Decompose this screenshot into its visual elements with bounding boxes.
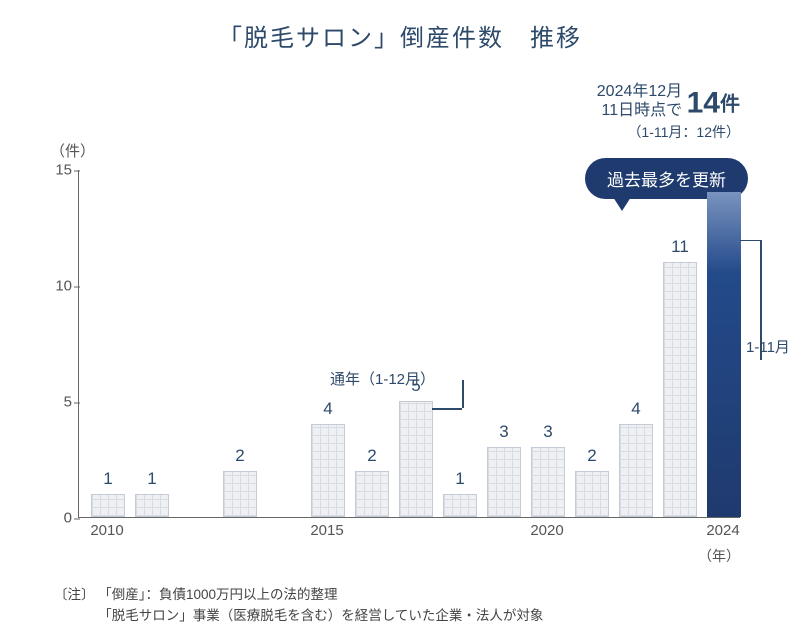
lead-line — [432, 408, 462, 410]
bar: 3 — [487, 447, 521, 517]
bar: 11 — [663, 262, 697, 517]
x-tick: 2020 — [530, 522, 563, 539]
bar-value-label: 2 — [367, 446, 376, 466]
chart-area: 1124251332411 051015 2010201520202024 （年… — [78, 170, 740, 550]
note-prefix: 〔注〕 — [54, 587, 95, 602]
plot-area: 1124251332411 — [78, 170, 740, 518]
y-axis-unit: （件） — [50, 140, 95, 161]
bar-value-label: 3 — [543, 422, 552, 442]
bar-value-label: 3 — [499, 422, 508, 442]
bar: 2 — [223, 471, 257, 517]
annot-full-year: 通年（1-12月） — [330, 368, 435, 389]
x-tick: 2010 — [90, 522, 123, 539]
callout-date-1: 2024年12月 — [597, 83, 682, 100]
lead-line — [462, 380, 464, 408]
callout-block: 2024年12月 11日時点で 14件 （1-11月：12件） — [597, 82, 740, 142]
callout-big-number: 14 — [687, 86, 720, 119]
note-line-2: 「脱毛サロン」事業（医療脱毛を含む）を経営していた企業・法人が対象 — [98, 608, 543, 623]
callout-date-2: 11日時点で — [602, 102, 683, 119]
lead-line — [760, 240, 762, 361]
y-tick: 15 — [44, 162, 72, 179]
footnotes: 〔注〕 「倒産」：負債1000万円以上の法的整理 〔注〕 「脱毛サロン」事業（医… — [54, 584, 543, 627]
lead-line — [740, 240, 760, 242]
callout-big-unit: 件 — [720, 93, 740, 115]
bar-value-label: 4 — [323, 399, 332, 419]
bar-value-label: 11 — [671, 237, 689, 257]
bar-value-label: 2 — [235, 446, 244, 466]
y-tick: 5 — [44, 394, 72, 411]
annot-partial-year: 1-11月 — [746, 336, 790, 357]
bars-container: 1124251332411 — [79, 170, 740, 517]
y-tick: 10 — [44, 278, 72, 295]
bar-value-label: 4 — [631, 399, 640, 419]
y-tick: 0 — [44, 510, 72, 527]
bar: 1 — [443, 494, 477, 517]
bar-highlight — [707, 192, 741, 517]
bar-value-label: 2 — [587, 446, 596, 466]
note-line-1: 「倒産」：負債1000万円以上の法的整理 — [98, 587, 337, 602]
bar-value-label: 1 — [103, 469, 112, 489]
bar: 1 — [91, 494, 125, 517]
bar: 4 — [311, 424, 345, 517]
bar: 2 — [355, 471, 389, 517]
chart-title: 「脱毛サロン」倒産件数 推移 — [0, 18, 800, 53]
bar: 4 — [619, 424, 653, 517]
bar: 1 — [135, 494, 169, 517]
bar: 5 — [399, 401, 433, 517]
bar-value-label: 1 — [147, 469, 156, 489]
callout-subline: （1-11月：12件） — [597, 122, 740, 142]
x-tick: 2024 — [706, 522, 739, 539]
bar: 3 — [531, 447, 565, 517]
bar-value-label: 1 — [455, 469, 464, 489]
bar: 2 — [575, 471, 609, 517]
x-axis-unit: （年） — [698, 546, 740, 566]
x-tick: 2015 — [310, 522, 343, 539]
